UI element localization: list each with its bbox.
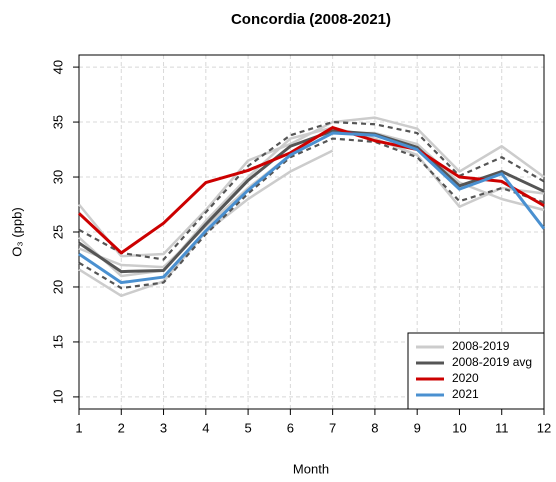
x-tick-label: 2 [118,420,125,435]
y-tick-label: 35 [50,115,65,129]
chart-title: Concordia (2008-2021) [231,11,391,28]
legend-label: 2008-2019 avg [452,355,532,369]
plot-frame [78,54,545,410]
x-tick-label: 4 [202,420,209,435]
band-upper [78,120,545,261]
x-tick-label: 6 [287,420,294,435]
y-tick-label: 30 [50,170,65,184]
x-tick-label: 8 [371,420,378,435]
y-tick-label: 15 [50,335,65,349]
legend-label: 2008-2019 [452,339,510,353]
x-tick-label: 5 [244,420,251,435]
x-axis-label: Month [293,461,329,476]
series-line [77,126,545,255]
x-tick-label: 1 [75,420,82,435]
x-tick-label: 9 [414,420,421,435]
x-tick-label: 12 [537,420,551,435]
y-axis-label: O₃ (ppb) [9,207,24,256]
x-tick-label: 3 [160,420,167,435]
series-line [78,131,546,285]
x-tick-label: 7 [329,420,336,435]
legend-label: 2021 [452,387,479,401]
y-tick-label: 40 [50,60,65,74]
x-tick-label: 11 [495,420,509,435]
x-tick-label: 10 [452,420,466,435]
y-tick-label: 10 [50,390,65,404]
band-lower [78,137,545,290]
legend-label: 2020 [452,371,479,385]
y-tick-label: 20 [50,280,65,294]
y-tick-label: 25 [50,225,65,239]
